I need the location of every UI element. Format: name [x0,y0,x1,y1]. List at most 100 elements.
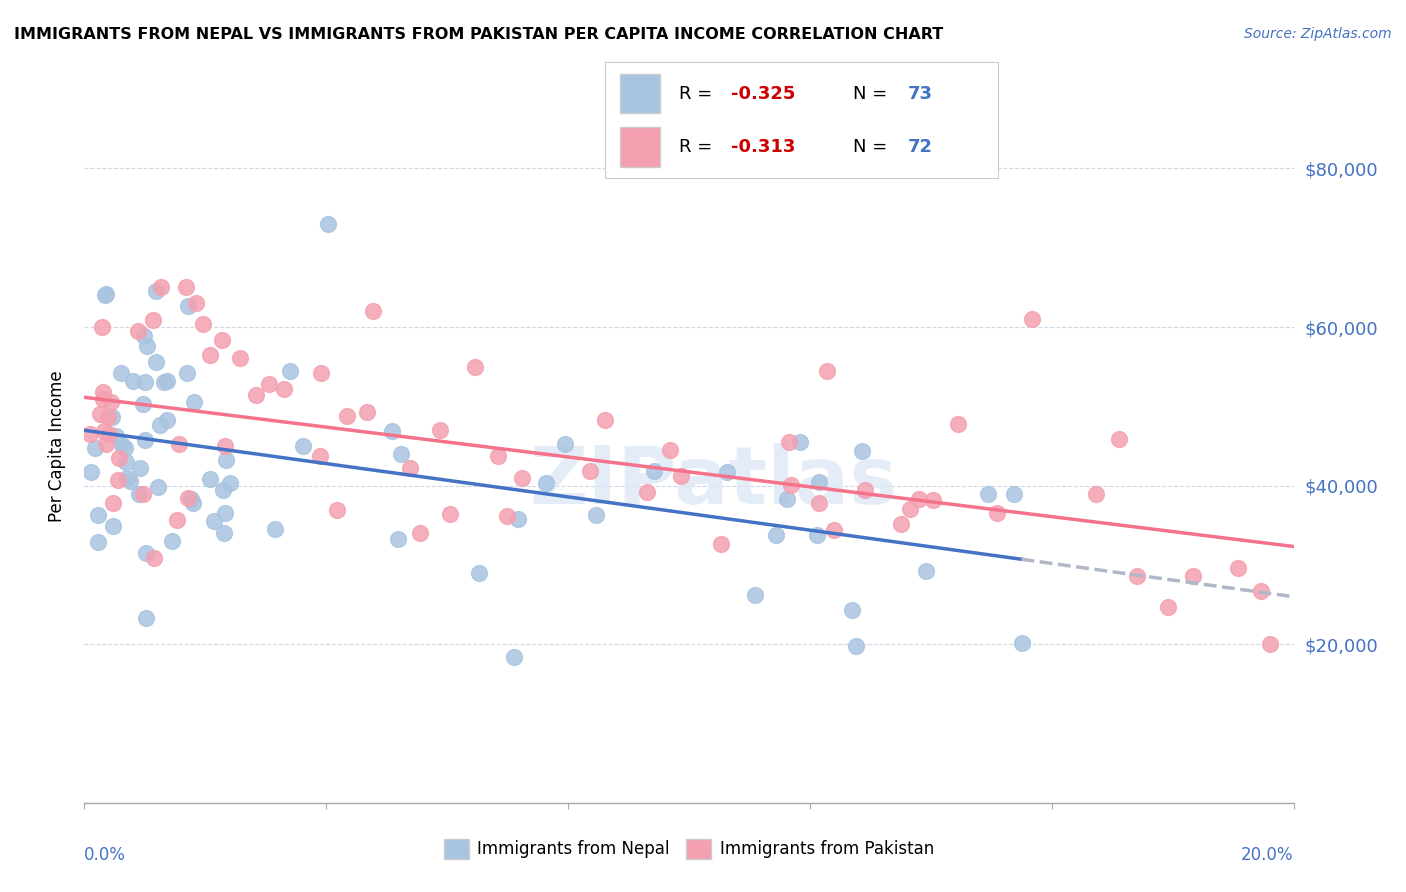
Point [191,317,214,331]
Text: R =: R = [679,85,718,103]
Point [198,349,221,363]
Point [915,564,938,578]
Point [1258,637,1281,651]
Point [87,508,110,522]
Point [215,453,238,467]
Point [166,513,188,527]
Point [1002,487,1025,501]
Point [149,418,172,433]
Point [83,441,105,455]
Point [506,512,529,526]
Point [134,434,156,448]
Point [778,434,800,449]
Point [361,304,384,318]
Point [716,465,738,479]
Bar [620,74,659,113]
Point [1182,569,1205,583]
Point [229,351,252,365]
Text: 0.0%: 0.0% [84,846,127,863]
Point [841,603,863,617]
Point [145,355,167,369]
Point [135,611,157,625]
Text: Source: ZipAtlas.com: Source: ZipAtlas.com [1244,27,1392,41]
Point [1125,568,1147,582]
Point [659,443,682,458]
Point [776,492,799,507]
Point [486,449,509,463]
Point [142,551,165,566]
Point [90,320,112,334]
Text: 73: 73 [908,85,932,103]
Point [167,436,190,450]
Point [245,387,267,401]
Point [107,473,129,487]
Point [100,395,122,409]
Point [115,455,138,469]
Point [853,483,876,497]
Point [765,528,787,542]
Point [643,464,665,478]
Point [908,492,931,507]
Point [136,339,159,353]
Point [104,429,127,443]
Point [176,299,198,313]
Point [326,502,349,516]
Point [148,480,170,494]
Point [1226,561,1249,575]
Point [534,475,557,490]
Point [135,546,157,560]
Point [214,507,236,521]
Point [132,487,155,501]
Point [744,588,766,602]
Point [503,650,526,665]
Point [815,364,838,378]
Point [806,528,828,542]
Point [381,425,404,439]
Point [97,426,120,441]
Point [156,374,179,388]
Point [391,448,413,462]
Point [273,383,295,397]
Point [1011,636,1033,650]
Point [219,475,242,490]
Point [669,468,692,483]
Point [108,451,131,466]
Point [115,471,138,485]
Text: N =: N = [852,85,893,103]
Point [127,325,149,339]
Point [89,408,111,422]
Point [202,514,225,528]
Point [585,508,607,523]
Point [439,507,461,521]
Point [898,502,921,516]
Text: N =: N = [852,138,893,156]
Point [160,533,183,548]
Text: -0.313: -0.313 [731,138,794,156]
Point [181,496,204,510]
Point [308,449,330,463]
Point [211,483,233,498]
Point [808,475,831,489]
Point [823,523,845,537]
Point [409,525,432,540]
Point [96,287,118,301]
Point [131,397,153,411]
Point [79,427,101,442]
Point [496,508,519,523]
Point [198,472,221,486]
Point [176,366,198,380]
Point [145,284,167,298]
Point [211,333,233,347]
Point [110,366,132,380]
Point [101,409,124,424]
Point [128,487,150,501]
Point [309,366,332,380]
Legend: Immigrants from Nepal, Immigrants from Pakistan: Immigrants from Nepal, Immigrants from P… [437,832,941,866]
Point [259,377,281,392]
Point [986,506,1008,520]
Point [93,384,115,399]
Point [510,470,533,484]
Point [636,484,658,499]
Point [122,374,145,388]
Point [128,460,150,475]
